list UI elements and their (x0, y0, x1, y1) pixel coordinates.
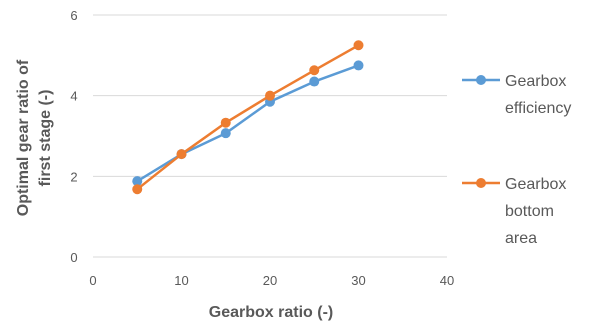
data-point-1-1 (176, 149, 187, 160)
series-layer (132, 40, 364, 195)
x-tick-label-30: 30 (351, 273, 365, 288)
y-tick-labels: 0 2 4 6 (70, 8, 77, 265)
legend-entry-efficiency: Gearbox efficiency (462, 73, 571, 117)
data-point-1-0 (132, 184, 143, 195)
legend-swatch-marker-efficiency (476, 75, 486, 85)
legend-label-bottom-area-line-2: bottom (505, 203, 554, 220)
legend-swatch-marker-bottom-area (476, 178, 486, 188)
legend-label-bottom-area-line-3: area (505, 230, 537, 247)
legend-entry-bottom-area: Gearbox bottom area (462, 176, 566, 247)
data-point-1-2 (220, 117, 231, 128)
data-point-1-4 (309, 65, 320, 76)
y-tick-label-2: 2 (70, 169, 77, 184)
x-tick-label-20: 20 (263, 273, 277, 288)
x-tick-label-40: 40 (440, 273, 454, 288)
x-tick-label-0: 0 (89, 273, 96, 288)
data-point-1-5 (353, 40, 364, 51)
data-point-0-0 (132, 176, 143, 187)
legend: Gearbox efficiency Gearbox bottom area (462, 73, 571, 247)
legend-label-efficiency-line-2: efficiency (505, 100, 571, 117)
legend-label-bottom-area-line-1: Gearbox (505, 176, 566, 193)
y-tick-label-4: 4 (70, 89, 77, 104)
y-axis-title-line-2: first stage (-) (37, 90, 54, 187)
y-tick-label-6: 6 (70, 8, 77, 23)
y-tick-label-0: 0 (70, 250, 77, 265)
y-axis-title: Optimal gear ratio of first stage (-) (15, 59, 54, 216)
data-point-0-2 (220, 128, 231, 139)
data-point-0-4 (309, 76, 320, 87)
x-tick-label-10: 10 (174, 273, 188, 288)
legend-label-efficiency-line-1: Gearbox (505, 73, 566, 90)
data-point-0-5 (353, 60, 364, 71)
series-1 (132, 40, 364, 195)
y-axis-title-line-1: Optimal gear ratio of (15, 59, 32, 216)
x-tick-labels: 0 10 20 30 40 (89, 273, 454, 288)
data-point-1-3 (265, 90, 275, 101)
series-line-1 (136, 44, 360, 191)
x-axis-title: Gearbox ratio (-) (209, 304, 333, 321)
